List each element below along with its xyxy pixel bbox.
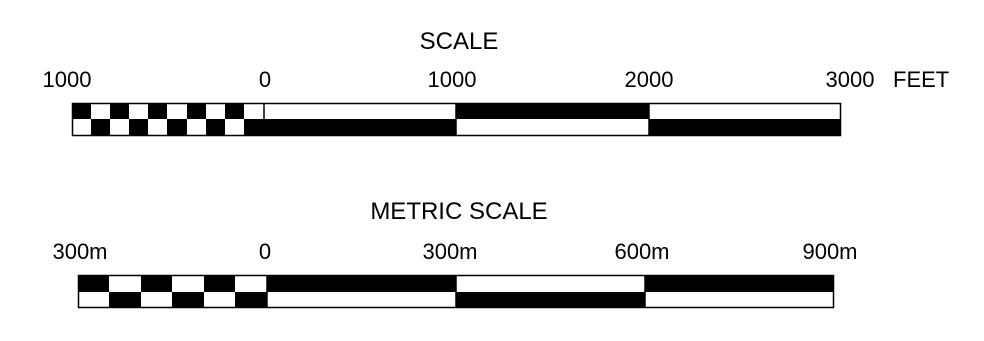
metric-scale-bar	[77, 274, 835, 309]
feet-segment-1000-2000	[456, 103, 649, 119]
metric-scale-title: METRIC SCALE	[370, 198, 548, 225]
feet-tick-label-3000: 3000	[825, 67, 875, 92]
metric-tick-label-0: 0	[258, 239, 272, 264]
metric-tick-label-300m-left: 300m	[52, 239, 108, 264]
feet-segment-2000-3000	[649, 119, 841, 136]
metric-segment-300m-600m	[456, 292, 645, 308]
metric-segment-600m-900m	[645, 275, 834, 292]
feet-unit-label: FEET	[893, 67, 950, 92]
feet-tick-label-1000-left: 1000	[42, 67, 92, 92]
feet-subdivision-checker	[72, 103, 264, 136]
feet-tick-label-0: 0	[258, 67, 272, 92]
feet-tick-label-1000: 1000	[427, 67, 477, 92]
feet-tick-label-2000: 2000	[624, 67, 674, 92]
metric-subdivision-checker	[78, 275, 267, 308]
metric-tick-label-300m: 300m	[422, 239, 478, 264]
metric-tick-label-900m: 900m	[802, 239, 858, 264]
feet-segment-0-1000	[264, 119, 456, 136]
metric-tick-label-600m: 600m	[614, 239, 670, 264]
feet-scale-bar	[71, 102, 842, 137]
metric-segment-0-300m	[267, 275, 456, 292]
feet-scale-title: SCALE	[419, 28, 499, 55]
